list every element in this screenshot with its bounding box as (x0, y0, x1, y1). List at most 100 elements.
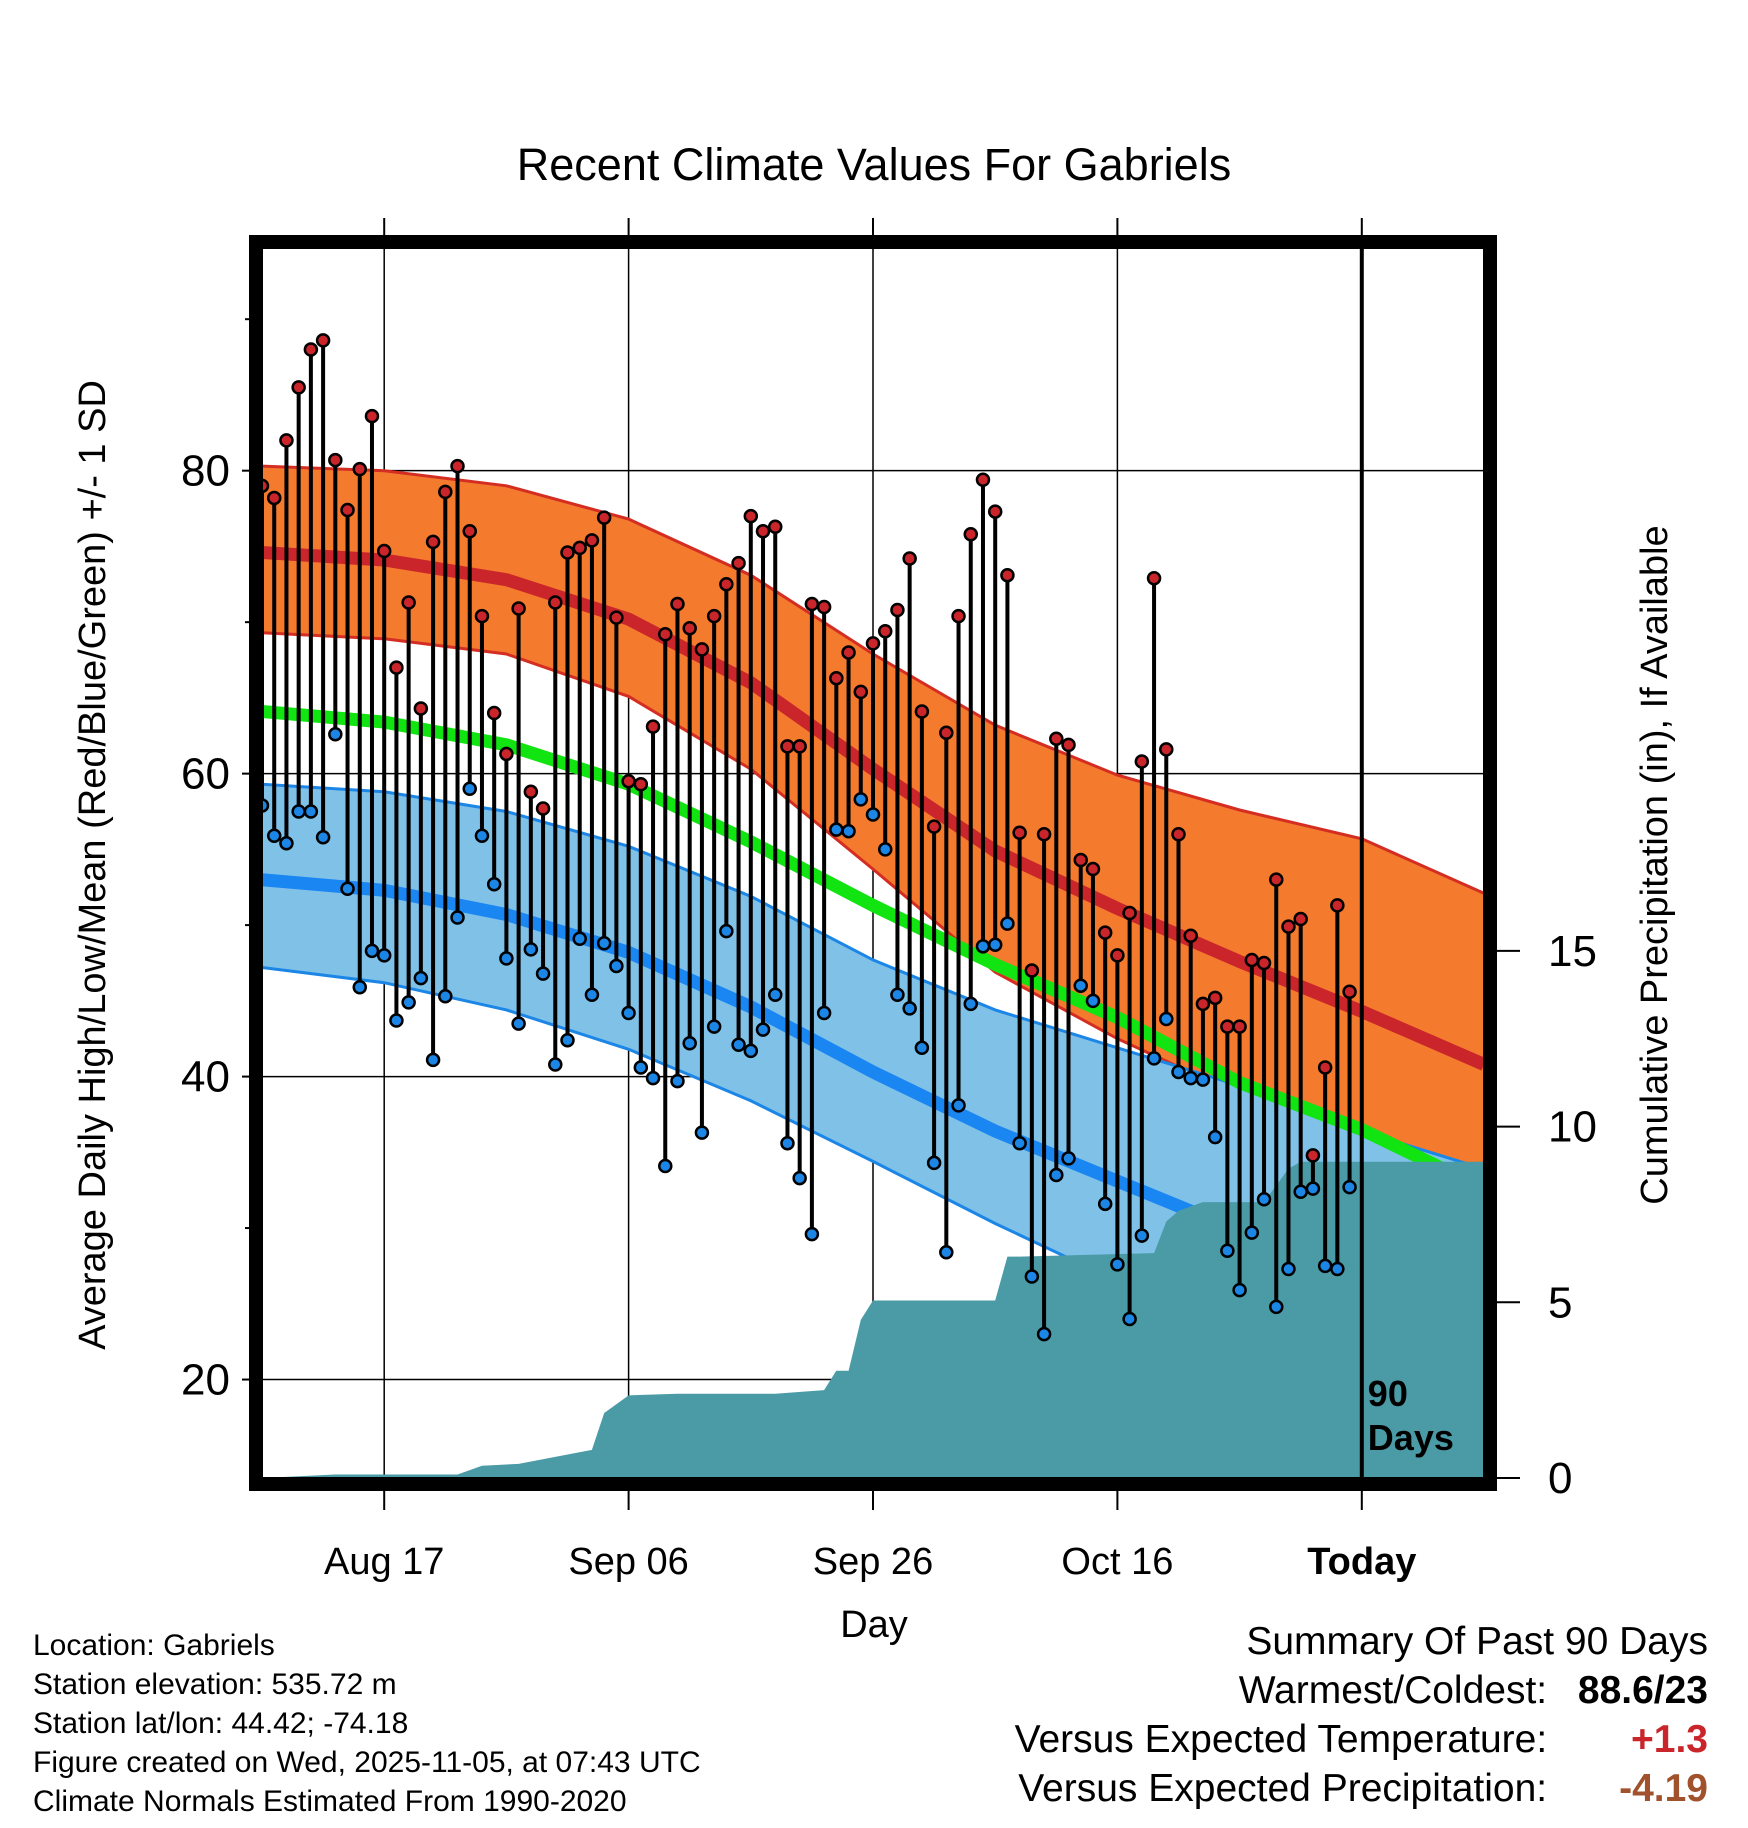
daily-high-point (841, 645, 856, 660)
daily-low-point (352, 979, 368, 995)
daily-low-point (389, 1013, 404, 1028)
daily-low-point (633, 1060, 649, 1075)
daily-low-point (1171, 1064, 1186, 1080)
daily-low-point (682, 1036, 697, 1051)
y-axis-label: Average Daily High/Low/Mean (Red/Blue/Gr… (72, 380, 114, 1350)
daily-high-point (987, 504, 1003, 519)
precip-row: Versus Expected Precipitation: -4.19 (1015, 1764, 1708, 1813)
latlon-text: Station lat/lon: 44.42; -74.18 (33, 1707, 409, 1740)
daily-low-point (1097, 1196, 1113, 1212)
daily-high-point (1012, 825, 1027, 840)
daily-low-point (1110, 1257, 1125, 1272)
daily-high-point (755, 524, 771, 539)
daily-high-point (340, 502, 355, 518)
daily-low-point (1342, 1179, 1357, 1195)
daily-low-point (596, 936, 612, 951)
daily-high-point (413, 701, 429, 716)
precip-label: Versus Expected Precipitation: (1018, 1767, 1548, 1810)
daily-low-point (1012, 1135, 1027, 1151)
x-tick-label: Aug 17 (324, 1541, 444, 1583)
daily-high-point (1342, 984, 1357, 1000)
precip-area (262, 1161, 1484, 1478)
daily-high-point (780, 739, 795, 754)
daily-high-point (1110, 948, 1125, 963)
daily-low-point (340, 881, 355, 897)
daily-low-point (1061, 1151, 1076, 1166)
daily-mean-line (262, 705, 1484, 1195)
daily-high-point (291, 380, 306, 395)
daily-low-point (303, 804, 319, 819)
daily-high-point (865, 636, 881, 651)
y-tick-label: 20 (181, 1356, 230, 1405)
y-tick-label: 60 (181, 750, 230, 799)
daily-low-point (621, 1005, 636, 1021)
daily-low-point (853, 792, 869, 807)
daily-high-point (572, 540, 587, 556)
daily-low-point (1232, 1282, 1247, 1298)
daily-low-point (951, 1098, 966, 1113)
daily-low-point (584, 987, 600, 1003)
daily-high-point (328, 452, 343, 468)
daily-high-point (450, 458, 465, 474)
station-info: Location: Gabriels Station elevation: 53… (33, 1626, 701, 1821)
daily-low-point (1256, 1192, 1272, 1207)
daily-low-point (743, 1043, 759, 1059)
daily-high-point (1330, 898, 1345, 913)
daily-low-point (1159, 1011, 1174, 1027)
daily-low-point (658, 1158, 673, 1174)
y-axis-label-right: Cumulative Precipitation (in), If Availa… (1634, 525, 1676, 1204)
daily-low-point (865, 807, 881, 822)
daily-low-point (731, 1037, 746, 1053)
daily-low-point (548, 1057, 563, 1072)
daily-high-point (596, 510, 612, 525)
daily-high-point (352, 461, 368, 477)
y-right-tick-label: 5 (1548, 1278, 1572, 1327)
y-right-tick-label: 15 (1548, 927, 1597, 976)
daily-high-point (1256, 955, 1272, 971)
daily-high-point (609, 610, 624, 625)
daily-low-point (523, 942, 539, 957)
daily-high-point (1269, 872, 1284, 887)
daily-high-point (694, 642, 710, 657)
daily-low-point (1293, 1184, 1308, 1199)
y-right-tick-label: 0 (1548, 1454, 1572, 1503)
daily-low-point (1049, 1167, 1064, 1183)
daily-high-point (376, 543, 392, 559)
daily-high-point (902, 551, 917, 566)
daily-high-point (1122, 905, 1137, 921)
daily-low-point (963, 996, 979, 1012)
daily-high-point (1134, 754, 1150, 769)
daily-high-point (743, 508, 759, 524)
daily-low-point (266, 828, 282, 843)
daily-low-point (279, 836, 294, 851)
daily-high-point (621, 773, 636, 789)
x-tick-label: Sep 26 (813, 1541, 933, 1583)
x-tick-label: Oct 16 (1061, 1541, 1173, 1583)
x-tick-label: Sep 06 (568, 1541, 688, 1583)
daily-low-point (1000, 916, 1015, 931)
daily-high-point (719, 577, 734, 592)
daily-low-point (474, 828, 490, 843)
daily-high-point (425, 534, 441, 550)
daily-high-point (1085, 861, 1101, 877)
daily-high-point (1159, 742, 1174, 757)
daily-high-point (1207, 990, 1223, 1006)
daily-high-point (633, 776, 649, 792)
daily-low-point (1220, 1243, 1235, 1259)
daily-high-point (890, 602, 905, 618)
daily-high-point (584, 533, 600, 548)
daily-low-point (1305, 1181, 1321, 1196)
daily-low-point (376, 948, 392, 963)
daily-high-point (670, 596, 685, 612)
daily-high-point (1232, 1019, 1247, 1034)
daily-high-point (1244, 952, 1260, 968)
daily-low-point (511, 1016, 526, 1031)
location-text: Location: Gabriels (33, 1629, 275, 1662)
daily-high-point (266, 490, 282, 506)
daily-high-point (401, 595, 416, 610)
daily-high-point (1061, 737, 1076, 753)
daily-high-point (939, 725, 954, 740)
daily-low-point (364, 943, 380, 959)
daily-high-point (1305, 1148, 1321, 1163)
